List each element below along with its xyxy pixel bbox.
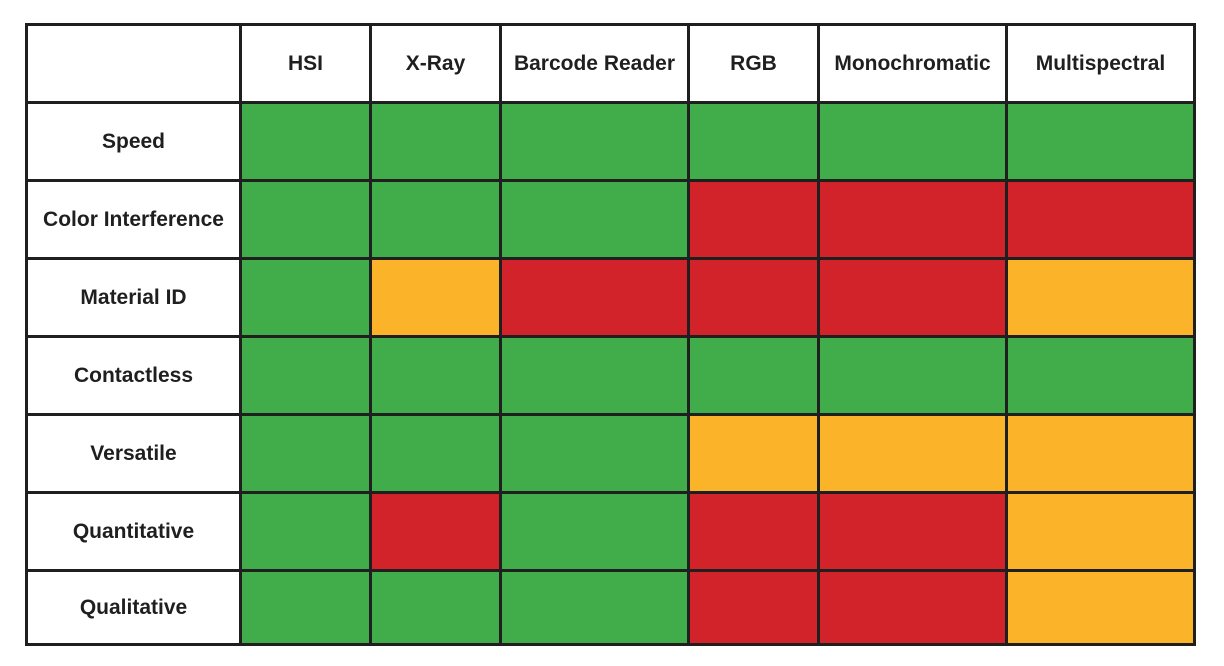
row-label: Quantitative [25,491,242,572]
corner-cell [25,23,242,104]
rating-cell-good [1005,101,1196,182]
rating-cell-poor [1005,179,1196,260]
rating-cell-fair [1005,257,1196,338]
column-header: X-Ray [369,23,502,104]
rating-cell-good [499,101,690,182]
rating-cell-fair [1005,413,1196,494]
comparison-matrix: HSI X-Ray Barcode Reader RGB Monochromat… [25,23,1196,646]
rating-cell-good [239,491,372,572]
column-header: Multispectral [1005,23,1196,104]
rating-cell-good [369,179,502,260]
rating-cell-good [239,101,372,182]
rating-cell-fair [1005,491,1196,572]
rating-cell-poor [817,569,1008,646]
table-row: Quantitative [25,491,1196,572]
rating-cell-good [1005,335,1196,416]
rating-cell-poor [687,569,820,646]
row-label: Color Interference [25,179,242,260]
rating-cell-poor [499,257,690,338]
table-row: Contactless [25,335,1196,416]
rating-cell-good [499,179,690,260]
rating-cell-good [239,179,372,260]
column-header: RGB [687,23,820,104]
row-label: Contactless [25,335,242,416]
rating-cell-good [239,569,372,646]
row-label: Speed [25,101,242,182]
row-label: Versatile [25,413,242,494]
rating-cell-good [817,101,1008,182]
rating-cell-poor [687,491,820,572]
rating-cell-fair [687,413,820,494]
rating-cell-good [687,101,820,182]
rating-cell-poor [369,491,502,572]
table-row: Versatile [25,413,1196,494]
rating-cell-fair [1005,569,1196,646]
rating-cell-good [239,413,372,494]
table-row: Qualitative [25,569,1196,646]
rating-cell-good [239,335,372,416]
rating-cell-good [369,569,502,646]
table-row: Material ID [25,257,1196,338]
row-label: Qualitative [25,569,242,646]
rating-cell-good [499,413,690,494]
table-row: Color Interference [25,179,1196,260]
column-header: Barcode Reader [499,23,690,104]
rating-cell-poor [687,257,820,338]
rating-cell-fair [369,257,502,338]
column-header: Monochromatic [817,23,1008,104]
rating-cell-poor [817,491,1008,572]
row-label: Material ID [25,257,242,338]
rating-cell-poor [687,179,820,260]
header-row: HSI X-Ray Barcode Reader RGB Monochromat… [25,23,1196,104]
rating-cell-poor [817,257,1008,338]
rating-cell-good [239,257,372,338]
rating-cell-good [499,491,690,572]
column-header: HSI [239,23,372,104]
rating-cell-good [499,335,690,416]
rating-cell-good [369,101,502,182]
rating-cell-good [369,413,502,494]
rating-cell-good [817,335,1008,416]
rating-cell-good [687,335,820,416]
rating-cell-poor [817,179,1008,260]
rating-cell-good [369,335,502,416]
rating-cell-fair [817,413,1008,494]
rating-cell-good [499,569,690,646]
table-row: Speed [25,101,1196,182]
